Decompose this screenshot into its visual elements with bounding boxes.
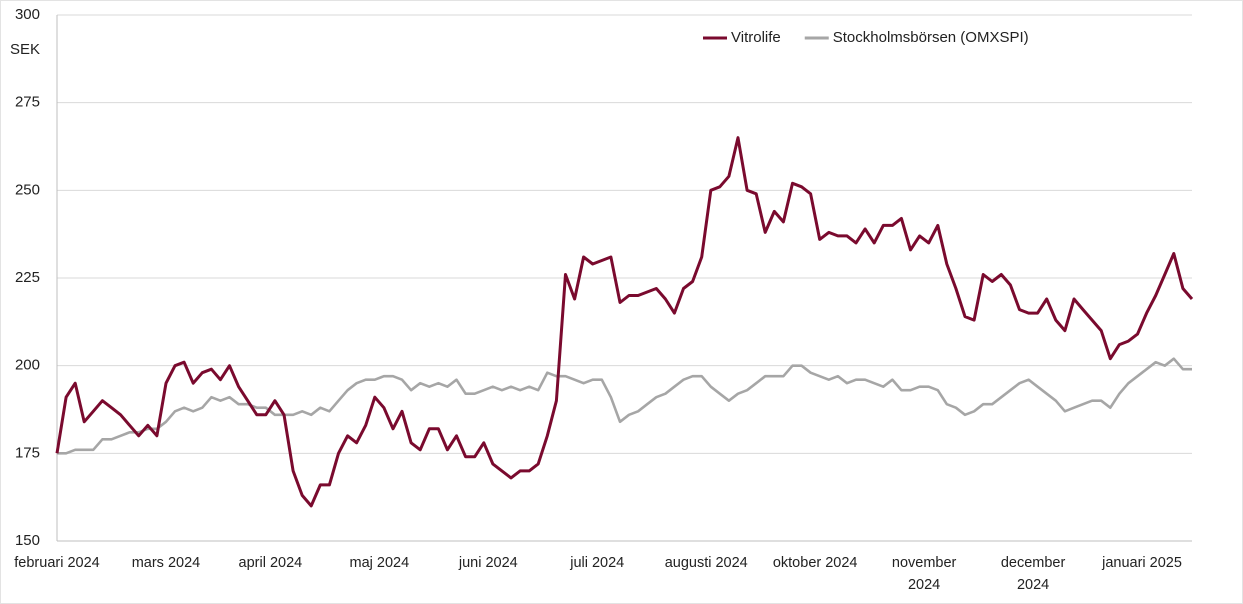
x-tick-label: juli 2024 — [570, 555, 625, 571]
x-tick-label: juni 2024 — [458, 555, 518, 571]
series-line — [57, 357, 1192, 455]
x-tick-label: december 2024 — [1000, 555, 1066, 593]
x-tick: juni 2024 — [458, 555, 518, 571]
x-tick-label: augusti 2024 — [664, 555, 748, 571]
x-tick: maj 2024 — [349, 555, 410, 571]
x-tick-label: april 2024 — [238, 555, 303, 571]
y-tick-label: 150 — [15, 532, 40, 549]
x-tick-label: maj 2024 — [349, 555, 410, 571]
x-tick: december 2024 — [1000, 555, 1066, 593]
legend-label: Vitrolife — [731, 29, 781, 46]
x-tick: april 2024 — [238, 555, 303, 571]
x-tick: oktober 2024 — [772, 555, 858, 571]
x-tick: mars 2024 — [131, 555, 201, 571]
y-tick-label: 300 — [15, 6, 40, 23]
x-tick: augusti 2024 — [664, 555, 748, 571]
x-tick: november 2024 — [891, 555, 957, 593]
x-tick-label: november 2024 — [891, 555, 957, 593]
x-tick-label: februari 2024 — [14, 555, 100, 571]
x-tick: januari 2025 — [1102, 555, 1182, 571]
x-tick: juli 2024 — [570, 555, 625, 571]
x-tick-label: mars 2024 — [131, 555, 201, 571]
y-tick-label: 225 — [15, 269, 40, 286]
y-unit-label: SEK — [10, 41, 40, 58]
y-tick-label: 175 — [15, 444, 40, 461]
series-line — [55, 136, 1194, 508]
y-tick-label: 200 — [15, 357, 40, 374]
x-tick: februari 2024 — [14, 555, 100, 571]
y-tick-label: 275 — [15, 94, 40, 111]
y-tick-label: 250 — [15, 181, 40, 198]
legend-label: Stockholmsbörsen (OMXSPI) — [833, 29, 1029, 46]
x-tick-label: januari 2025 — [1102, 555, 1182, 571]
x-tick-label: oktober 2024 — [772, 555, 858, 571]
